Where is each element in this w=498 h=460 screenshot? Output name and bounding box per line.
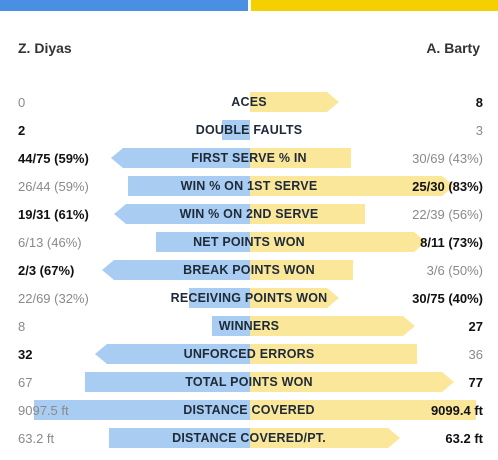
player1-stat-value: 2 [18,123,26,138]
player2-stat-value: 3/6 (50%) [426,263,483,278]
stat-label: DISTANCE COVERED/PT. [172,431,326,445]
player2-stat-bar [250,372,454,392]
player1-stat-bar [212,316,250,336]
player1-stat-value: 8 [18,319,26,334]
player1-stat-value: 0 [18,95,26,110]
player2-stat-bar [250,428,400,448]
stat-label: FIRST SERVE % IN [191,151,307,165]
stat-row: WINNERS 8 27 [0,312,498,340]
match-stats-list: ACES 0 8 DOUBLE FAULTS 2 3 FIRST SERVE % IN 44/… [0,88,498,452]
player2-stat-value: 8 [475,95,483,110]
stat-row: DISTANCE COVERED/PT. 63.2 ft 63.2 ft [0,424,498,452]
stat-label: DOUBLE FAULTS [195,123,303,137]
player1-stat-bar [85,372,250,392]
stat-row: WIN % ON 1ST SERVE 26/44 (59%) 25/30 (83%) [0,172,498,200]
stat-label: DISTANCE COVERED [183,403,315,417]
player1-stat-value: 67 [18,375,33,390]
player2-stat-value: 3 [475,123,483,138]
player2-stat-value: 77 [468,375,483,390]
player1-stat-value: 6/13 (46%) [18,235,82,250]
player1-stat-bar [109,428,250,448]
player2-stat-bar [250,148,351,168]
stat-row: FIRST SERVE % IN 44/75 (59%) 30/69 (43%) [0,144,498,172]
stat-row: WIN % ON 2ND SERVE 19/31 (61%) 22/39 (56%) [0,200,498,228]
player2-stat-value: 36 [468,347,483,362]
player2-stat-value: 9099.4 ft [430,403,483,418]
player1-stat-bar [34,400,250,420]
player2-stat-bar [250,176,454,196]
player1-stat-bar [111,148,250,168]
stat-row: BREAK POINTS WON 2/3 (67%) 3/6 (50%) [0,256,498,284]
stat-row: DISTANCE COVERED 9097.5 ft 9099.4 ft [0,396,498,424]
player1-stat-value: 63.2 ft [18,431,55,446]
player2-stat-value: 30/69 (43%) [412,151,483,166]
player2-stat-value: 27 [468,319,483,334]
stat-row: NET POINTS WON 6/13 (46%) 8/11 (73%) [0,228,498,256]
stat-label: BREAK POINTS WON [183,263,315,277]
player1-stat-value: 22/69 (32%) [18,291,89,306]
player1-stat-bar [102,260,250,280]
stat-label: RECEIVING POINTS WON [170,291,328,305]
player1-stat-bar [128,176,250,196]
stat-label: WIN % ON 1ST SERVE [180,179,318,193]
player1-color-bar [0,0,248,11]
stat-label: UNFORCED ERRORS [183,347,315,361]
player1-stat-bar [114,204,250,224]
player2-color-bar [251,0,498,11]
player2-stat-value: 25/30 (83%) [412,179,483,194]
stat-row: UNFORCED ERRORS 32 36 [0,340,498,368]
stat-row: DOUBLE FAULTS 2 3 [0,116,498,144]
stat-label: TOTAL POINTS WON [185,375,313,389]
player1-stat-value: 19/31 (61%) [18,207,89,222]
player1-stat-bar [222,120,250,140]
player2-stat-value: 8/11 (73%) [420,235,483,250]
player1-stat-bar [156,232,250,252]
player2-stat-bar [250,92,339,112]
player2-stat-bar [250,232,426,252]
stat-label: WIN % ON 2ND SERVE [179,207,319,221]
player1-stat-value: 2/3 (67%) [18,263,75,278]
player2-stat-value: 63.2 ft [445,431,483,446]
stat-row: RECEIVING POINTS WON 22/69 (32%) 30/75 (40… [0,284,498,312]
player1-stat-value: 26/44 (59%) [18,179,89,194]
player2-stat-bar [250,260,353,280]
players-header: Z. Diyas A. Barty [0,40,498,64]
player2-stat-bar [250,288,339,308]
stat-label: WINNERS [218,319,280,333]
player2-stat-bar [250,204,365,224]
player1-stat-value: 32 [18,347,33,362]
player1-stat-bar [189,288,250,308]
player1-name: Z. Diyas [18,40,72,56]
player2-stat-bar [250,316,415,336]
stat-label: NET POINTS WON [193,235,305,249]
player1-stat-bar [95,344,250,364]
stat-row: ACES 0 8 [0,88,498,116]
player2-stat-value: 22/39 (56%) [412,207,483,222]
player2-name: A. Barty [426,40,480,56]
player1-stat-value: 44/75 (59%) [18,151,89,166]
stat-label: ACES [231,95,267,109]
player2-stat-bar [250,400,476,420]
player2-stat-bar [250,344,417,364]
stat-row: TOTAL POINTS WON 67 77 [0,368,498,396]
player1-stat-value: 9097.5 ft [18,403,69,418]
player2-stat-value: 30/75 (40%) [412,291,483,306]
